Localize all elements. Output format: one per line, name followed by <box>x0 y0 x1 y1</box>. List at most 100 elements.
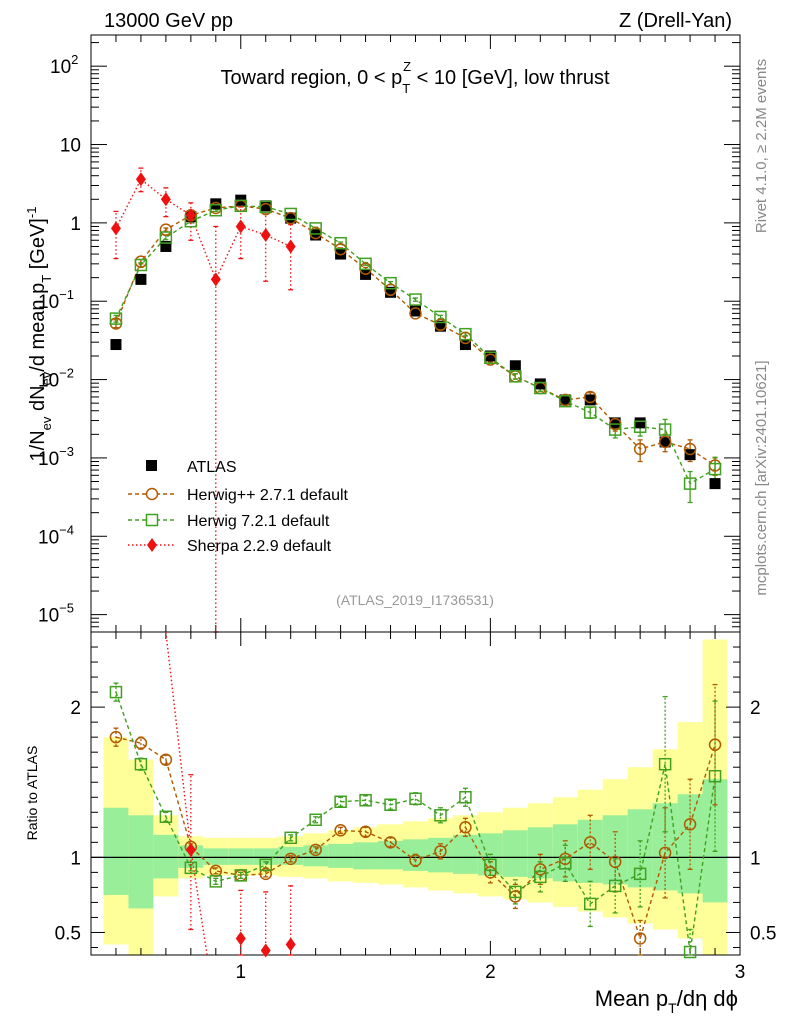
ratio-point-sherpa <box>235 931 246 946</box>
data-point-atlas <box>260 200 272 212</box>
ratio-panel: 0.5 0.5 1 1 2 2 1 2 3 Ratio to ATLAS Mean pT/dη… <box>24 631 776 1016</box>
ratio-point-herwig7 <box>159 810 173 824</box>
data-point-herwigpp <box>633 442 647 456</box>
ratio-point-herwig7 <box>484 858 497 872</box>
ratio-y-tick-label-right: 2 <box>750 698 761 719</box>
ratio-point-herwigpp <box>309 843 322 857</box>
ratio-point-herwig7 <box>633 867 647 881</box>
data-point-herwig7 <box>683 477 697 490</box>
uncertainty-band-inner <box>577 819 603 883</box>
data-point-herwigpp <box>384 283 397 297</box>
ratio-point-herwigpp <box>134 736 148 750</box>
xlabel-tail: /dη dϕ <box>677 986 738 1011</box>
ratio-point-herwig7 <box>184 861 198 875</box>
data-point-sherpa <box>210 272 221 287</box>
data-point-herwig7 <box>284 207 297 221</box>
data-point-atlas <box>310 229 322 241</box>
data-point-herwig7 <box>234 199 248 213</box>
data-point-sherpa <box>185 208 196 223</box>
data-point-herwig7 <box>459 327 472 341</box>
main-series <box>109 167 722 633</box>
x-tick-label: 2 <box>485 962 496 983</box>
ratio-point-herwig7 <box>234 869 248 882</box>
ratio-y-axis: 0.5 0.5 1 1 2 2 <box>55 646 776 948</box>
data-point-herwig7 <box>559 394 572 408</box>
legend-herwig7-marker <box>145 513 159 527</box>
ratio-x-axis: 1 2 3 <box>90 632 745 983</box>
ratio-point-herwigpp <box>359 825 372 839</box>
data-point-atlas <box>609 417 621 429</box>
ratio-point-herwig7 <box>583 897 597 911</box>
ratio-point-herwigpp <box>159 753 173 766</box>
ratio-point-herwigpp <box>583 836 597 849</box>
main-panel: 10−5 10−4 10−3 10−2 10−1 1 10 102 Toward region… <box>24 34 741 633</box>
data-point-sherpa <box>110 221 121 236</box>
ratio-bands <box>103 639 728 955</box>
uncertainty-band-inner <box>103 807 129 895</box>
data-point-herwig7 <box>209 203 223 217</box>
data-point-atlas <box>385 286 397 298</box>
uncertainty-band-inner <box>452 834 478 874</box>
x-axis-label: Mean pT/dη dϕ <box>595 986 738 1016</box>
series-line-1 <box>115 205 716 467</box>
legend-herwig7-label: Herwig 7.2.1 default <box>187 513 330 530</box>
y-tick-label: 10−1 <box>38 287 74 313</box>
ylabel-d: ev <box>39 371 54 385</box>
side-text-bottom: mcplots.cern.ch [arXiv:2401.10621] <box>753 360 770 595</box>
data-point-herwigpp <box>159 223 173 236</box>
ratio-point-herwig7 <box>334 795 347 809</box>
uncertainty-band-inner <box>502 830 528 877</box>
data-point-herwig7 <box>159 231 173 244</box>
legend-atlas-marker <box>146 460 157 471</box>
ratio-line-sherpa <box>165 631 208 956</box>
data-point-atlas <box>534 378 546 390</box>
ratio-point-herwigpp <box>434 845 447 858</box>
data-point-sherpa <box>285 239 296 254</box>
header-left: 13000 GeV pp <box>104 10 233 32</box>
uncertainty-band-inner <box>128 815 154 909</box>
ratio-point-herwig7 <box>209 875 223 888</box>
header-right: Z (Drell-Yan) <box>619 10 732 32</box>
data-point-atlas <box>509 360 521 372</box>
ratio-point-herwig7 <box>559 857 572 870</box>
data-point-atlas <box>110 339 122 351</box>
data-point-herwigpp <box>683 442 697 456</box>
legend-sherpa-label: Sherpa 2.2.9 default <box>187 538 332 555</box>
ratio-point-herwigpp <box>259 867 272 881</box>
ratio-point-herwig7 <box>459 791 472 804</box>
data-point-atlas <box>459 339 471 351</box>
ratio-y-tick-label: 0.5 <box>55 923 81 944</box>
ratio-point-herwig7 <box>434 809 447 822</box>
uncertainty-band-inner <box>328 843 354 868</box>
data-point-herwig7 <box>109 312 123 325</box>
plot-title-tail: < 10 [GeV], low thrust <box>411 67 610 89</box>
ylabel-e: /d mean p <box>27 283 49 372</box>
uncertainty-band-inner <box>527 827 553 879</box>
ratio-point-sherpa <box>285 937 296 952</box>
ratio-line-0 <box>115 736 716 941</box>
ratio-point-herwigpp <box>534 863 547 876</box>
uncertainty-band-inner <box>353 842 379 870</box>
ratio-line-1 <box>115 691 716 953</box>
ratio-point-sherpa <box>185 842 196 857</box>
legend-sherpa-marker <box>147 538 157 552</box>
data-point-herwigpp <box>583 390 597 404</box>
data-point-sherpa <box>160 192 171 207</box>
y-tick-label: 10−3 <box>38 444 74 470</box>
series-line-3 <box>115 178 291 282</box>
ratio-point-herwig7 <box>284 831 297 845</box>
ratio-y-tick-label: 2 <box>70 698 81 719</box>
ratio-series <box>109 631 722 959</box>
ratio-point-herwigpp <box>708 738 722 751</box>
series-line-2 <box>115 205 716 485</box>
main-y-axis: 10−5 10−4 10−3 10−2 10−1 1 10 102 <box>38 42 740 633</box>
ratio-point-herwigpp <box>284 852 297 866</box>
ratio-point-herwig7 <box>658 757 672 771</box>
data-point-herwig7 <box>259 200 272 214</box>
ratio-y-tick-label-right: 1 <box>750 848 761 869</box>
ratio-y-label: Ratio to ATLAS <box>24 746 40 841</box>
legend: ATLAS Herwig++ 2.7.1 default Herwig 7.2.… <box>128 459 349 555</box>
data-point-herwig7 <box>658 423 672 436</box>
y-tick-label: 102 <box>50 52 78 78</box>
ratio-point-herwigpp <box>683 818 697 831</box>
